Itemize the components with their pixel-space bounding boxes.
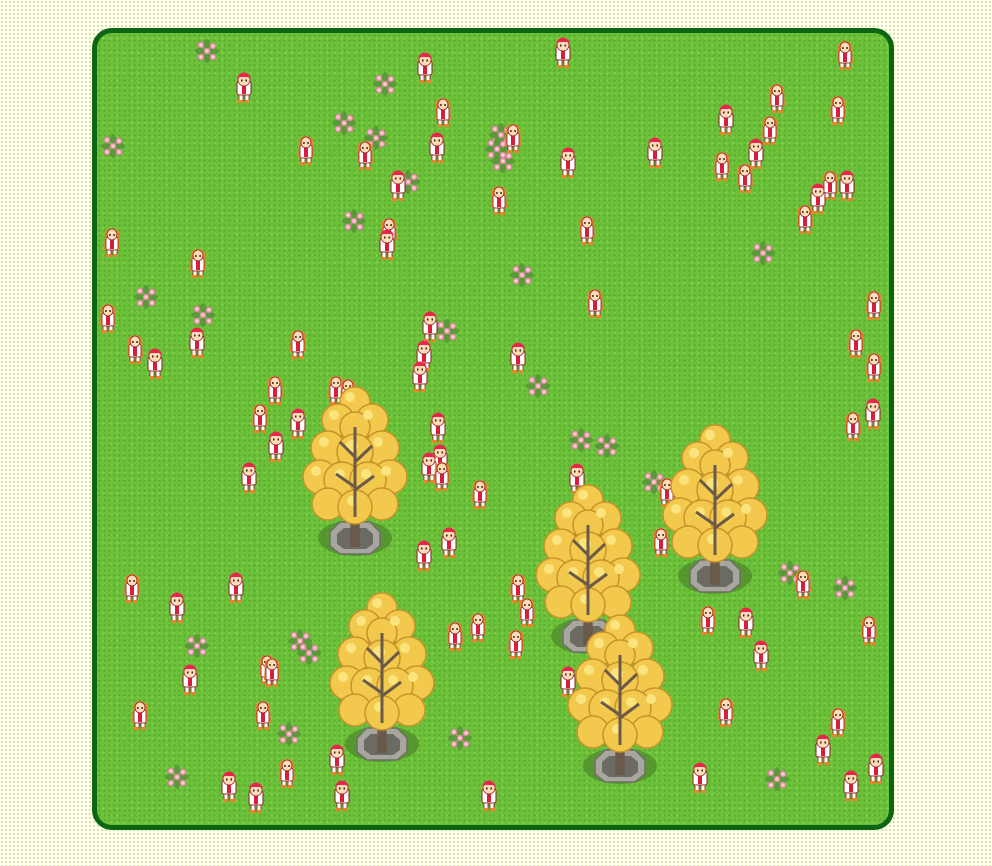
person-cap[interactable] xyxy=(168,592,186,624)
person-long-hair[interactable] xyxy=(126,333,144,365)
person-long-hair[interactable] xyxy=(836,39,854,71)
flower-patch xyxy=(276,721,302,747)
person-cap[interactable] xyxy=(240,462,258,494)
flower-patch xyxy=(184,633,210,659)
person-long-hair[interactable] xyxy=(847,327,865,359)
person-cap[interactable] xyxy=(752,640,770,672)
flower-patch xyxy=(525,373,551,399)
person-long-hair[interactable] xyxy=(865,351,883,383)
golden-tree xyxy=(565,610,675,790)
person-cap[interactable] xyxy=(838,170,856,202)
person-long-hair[interactable] xyxy=(471,478,489,510)
person-cap[interactable] xyxy=(416,52,434,84)
person-cap[interactable] xyxy=(429,412,447,444)
person-cap[interactable] xyxy=(737,607,755,639)
person-long-hair[interactable] xyxy=(796,203,814,235)
person-long-hair[interactable] xyxy=(289,328,307,360)
person-cap[interactable] xyxy=(378,229,396,261)
person-long-hair[interactable] xyxy=(768,82,786,114)
person-cap[interactable] xyxy=(267,431,285,463)
person-long-hair[interactable] xyxy=(434,96,452,128)
golden-tree xyxy=(660,420,770,600)
person-long-hair[interactable] xyxy=(490,184,508,216)
person-cap[interactable] xyxy=(480,780,498,812)
person-cap[interactable] xyxy=(188,327,206,359)
person-long-hair[interactable] xyxy=(263,656,281,688)
person-long-hair[interactable] xyxy=(736,162,754,194)
person-cap[interactable] xyxy=(146,348,164,380)
person-long-hair[interactable] xyxy=(356,139,374,171)
person-long-hair[interactable] xyxy=(278,757,296,789)
person-long-hair[interactable] xyxy=(433,460,451,492)
person-cap[interactable] xyxy=(646,137,664,169)
person-cap[interactable] xyxy=(235,72,253,104)
flower-patch xyxy=(568,427,594,453)
flower-patch xyxy=(164,764,190,790)
person-long-hair[interactable] xyxy=(713,150,731,182)
person-cap[interactable] xyxy=(554,37,572,69)
flower-patch xyxy=(331,110,357,136)
person-cap[interactable] xyxy=(411,361,429,393)
person-cap[interactable] xyxy=(333,780,351,812)
person-long-hair[interactable] xyxy=(123,572,141,604)
golden-tree xyxy=(327,588,437,768)
flower-patch xyxy=(832,575,858,601)
person-long-hair[interactable] xyxy=(507,628,525,660)
flower-patch xyxy=(194,38,220,64)
person-cap[interactable] xyxy=(440,527,458,559)
person-long-hair[interactable] xyxy=(578,214,596,246)
person-cap[interactable] xyxy=(421,311,439,343)
person-long-hair[interactable] xyxy=(99,302,117,334)
flower-patch xyxy=(133,284,159,310)
person-long-hair[interactable] xyxy=(189,247,207,279)
person-long-hair[interactable] xyxy=(717,696,735,728)
person-long-hair[interactable] xyxy=(103,226,121,258)
flower-patch xyxy=(100,133,126,159)
person-long-hair[interactable] xyxy=(844,410,862,442)
person-cap[interactable] xyxy=(227,572,245,604)
flower-patch xyxy=(447,725,473,751)
person-long-hair[interactable] xyxy=(446,620,464,652)
person-long-hair[interactable] xyxy=(860,614,878,646)
person-cap[interactable] xyxy=(389,170,407,202)
person-cap[interactable] xyxy=(428,132,446,164)
flower-patch xyxy=(190,302,216,328)
person-cap[interactable] xyxy=(509,342,527,374)
person-long-hair[interactable] xyxy=(586,287,604,319)
person-long-hair[interactable] xyxy=(251,402,269,434)
person-long-hair[interactable] xyxy=(254,699,272,731)
flower-patch xyxy=(341,208,367,234)
person-long-hair[interactable] xyxy=(469,611,487,643)
person-cap[interactable] xyxy=(864,398,882,430)
person-long-hair[interactable] xyxy=(131,699,149,731)
person-long-hair[interactable] xyxy=(865,289,883,321)
person-cap[interactable] xyxy=(867,753,885,785)
person-long-hair[interactable] xyxy=(829,94,847,126)
person-cap[interactable] xyxy=(691,762,709,794)
person-cap[interactable] xyxy=(247,782,265,814)
person-cap[interactable] xyxy=(220,771,238,803)
person-cap[interactable] xyxy=(559,147,577,179)
person-cap[interactable] xyxy=(717,104,735,136)
flower-patch xyxy=(764,766,790,792)
flower-patch xyxy=(594,433,620,459)
person-long-hair[interactable] xyxy=(794,568,812,600)
person-cap[interactable] xyxy=(814,734,832,766)
flower-patch xyxy=(509,262,535,288)
flower-patch xyxy=(372,71,398,97)
person-cap[interactable] xyxy=(842,770,860,802)
person-cap[interactable] xyxy=(415,540,433,572)
person-cap[interactable] xyxy=(181,664,199,696)
person-long-hair[interactable] xyxy=(504,122,522,154)
game-field[interactable] xyxy=(92,28,894,830)
person-long-hair[interactable] xyxy=(699,604,717,636)
flower-patch xyxy=(750,240,776,266)
golden-tree xyxy=(300,382,410,562)
person-long-hair[interactable] xyxy=(297,134,315,166)
flower-patch xyxy=(296,640,322,666)
